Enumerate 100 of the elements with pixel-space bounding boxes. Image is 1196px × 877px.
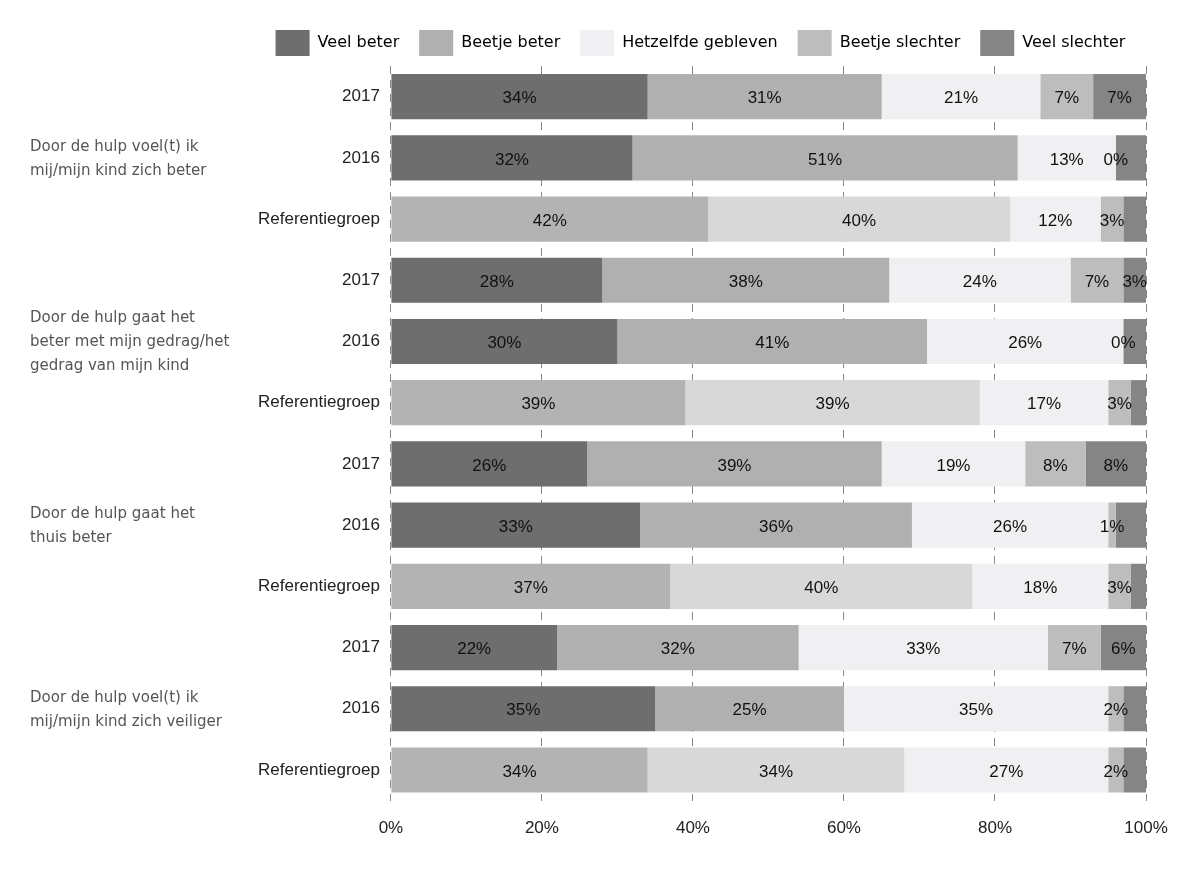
data-label: 26% xyxy=(472,455,507,475)
data-label: 8% xyxy=(1103,455,1129,475)
data-label: 3% xyxy=(1099,210,1125,230)
data-label: 38% xyxy=(728,271,763,291)
legend-label: Veel beter xyxy=(317,32,400,52)
bar xyxy=(391,502,641,548)
y-tick-label: Referentiegroep xyxy=(257,208,380,228)
data-label: 2% xyxy=(1103,700,1129,720)
bar xyxy=(881,441,1026,487)
bar xyxy=(557,624,799,671)
bar xyxy=(391,380,686,426)
data-label: 3% xyxy=(1107,394,1132,414)
data-label: 7% xyxy=(1061,639,1087,659)
bar xyxy=(979,380,1109,426)
text: Door de hulp gaat het beter met mijn gedrag/het gedrag van mijn kind xyxy=(30,307,230,377)
bar xyxy=(617,318,928,365)
bar xyxy=(670,563,973,609)
legend-label: Beetje slechter xyxy=(839,32,961,52)
data-label: 7% xyxy=(1084,271,1110,291)
data-label: 21% xyxy=(943,88,979,108)
y-tick-label: 2017 xyxy=(342,453,380,473)
bar xyxy=(1040,74,1094,120)
bar xyxy=(640,502,912,548)
y-tick-label: 2016 xyxy=(342,147,380,167)
bar xyxy=(647,74,882,120)
y-tick-label: 2016 xyxy=(342,698,380,718)
bar xyxy=(1025,441,1086,487)
bar xyxy=(391,257,603,303)
data-label: 7% xyxy=(1054,88,1080,108)
data-label: 8% xyxy=(1043,455,1068,475)
bar xyxy=(391,441,588,487)
data-label: 39% xyxy=(717,455,752,475)
y-tick-label: Referentiegroep xyxy=(257,759,380,779)
y-tick-label: Referentiegroep xyxy=(257,576,380,596)
y-tick-label: 2016 xyxy=(342,514,380,534)
data-label: 39% xyxy=(815,394,850,414)
text: Door de hulp gaat het thuis beter xyxy=(30,503,196,549)
y-tick-label: 2017 xyxy=(342,269,380,289)
data-label: 7% xyxy=(1107,88,1132,108)
x-tick-label: 80% xyxy=(977,818,1012,838)
x-tick-label: 0% xyxy=(378,818,404,838)
bar xyxy=(391,624,558,671)
bar xyxy=(391,563,671,609)
data-label: 36% xyxy=(758,516,794,536)
bar xyxy=(391,318,618,365)
data-label: 13% xyxy=(1049,149,1084,169)
bar xyxy=(972,563,1109,609)
bar xyxy=(1047,624,1101,671)
data-label: 3% xyxy=(1122,271,1147,291)
bar xyxy=(587,441,882,487)
data-label: 6% xyxy=(1111,639,1136,659)
legend-label: Hetzelfde gebleven xyxy=(622,32,778,52)
bar xyxy=(391,74,648,120)
data-label: 32% xyxy=(660,639,695,659)
data-label: 2% xyxy=(1103,761,1129,781)
data-label: 22% xyxy=(457,639,492,659)
bar xyxy=(655,686,844,732)
data-label: 0% xyxy=(1111,333,1136,353)
y-tick-label: 2017 xyxy=(342,637,380,657)
data-label: 32% xyxy=(494,149,529,169)
data-label: 26% xyxy=(1008,333,1043,353)
y-tick-label: 2016 xyxy=(342,331,380,351)
bar xyxy=(391,747,648,793)
data-label: 24% xyxy=(962,271,997,291)
data-label: 41% xyxy=(755,333,790,353)
bar xyxy=(1070,257,1124,303)
bar xyxy=(798,624,1048,671)
text: Door de hulp voel(t) ik mij/mijn kind zich beter xyxy=(30,135,208,181)
bar xyxy=(881,74,1041,120)
data-label: 39% xyxy=(521,394,556,414)
data-label: 33% xyxy=(906,639,941,659)
x-tick-label: 40% xyxy=(675,818,710,838)
data-label: 25% xyxy=(732,700,767,720)
data-label: 18% xyxy=(1023,578,1058,598)
data-label: 33% xyxy=(498,516,533,536)
bar xyxy=(647,747,905,793)
y-tick-label: Referentiegroep xyxy=(257,392,380,412)
bar xyxy=(889,257,1071,303)
data-label: 37% xyxy=(513,578,548,598)
legend-label: Veel slechter xyxy=(1022,32,1126,52)
y-tick-label: 2017 xyxy=(342,86,380,106)
data-label: 34% xyxy=(502,761,537,781)
bar xyxy=(1010,196,1101,242)
bar xyxy=(391,135,633,181)
bar xyxy=(685,380,980,426)
bar xyxy=(391,196,709,242)
data-label: 12% xyxy=(1038,210,1073,230)
data-label: 35% xyxy=(959,700,994,720)
data-label: 17% xyxy=(1027,394,1062,414)
data-label: 51% xyxy=(808,149,843,169)
data-label: 27% xyxy=(989,761,1024,781)
bar xyxy=(602,257,890,303)
data-label: 42% xyxy=(532,210,567,230)
bar xyxy=(391,686,656,732)
data-label: 40% xyxy=(842,210,877,230)
data-label: 30% xyxy=(487,333,522,353)
data-label: 34% xyxy=(502,88,537,108)
data-label: 26% xyxy=(993,516,1028,536)
data-label: 1% xyxy=(1099,516,1125,536)
x-tick-label: 20% xyxy=(524,818,559,838)
